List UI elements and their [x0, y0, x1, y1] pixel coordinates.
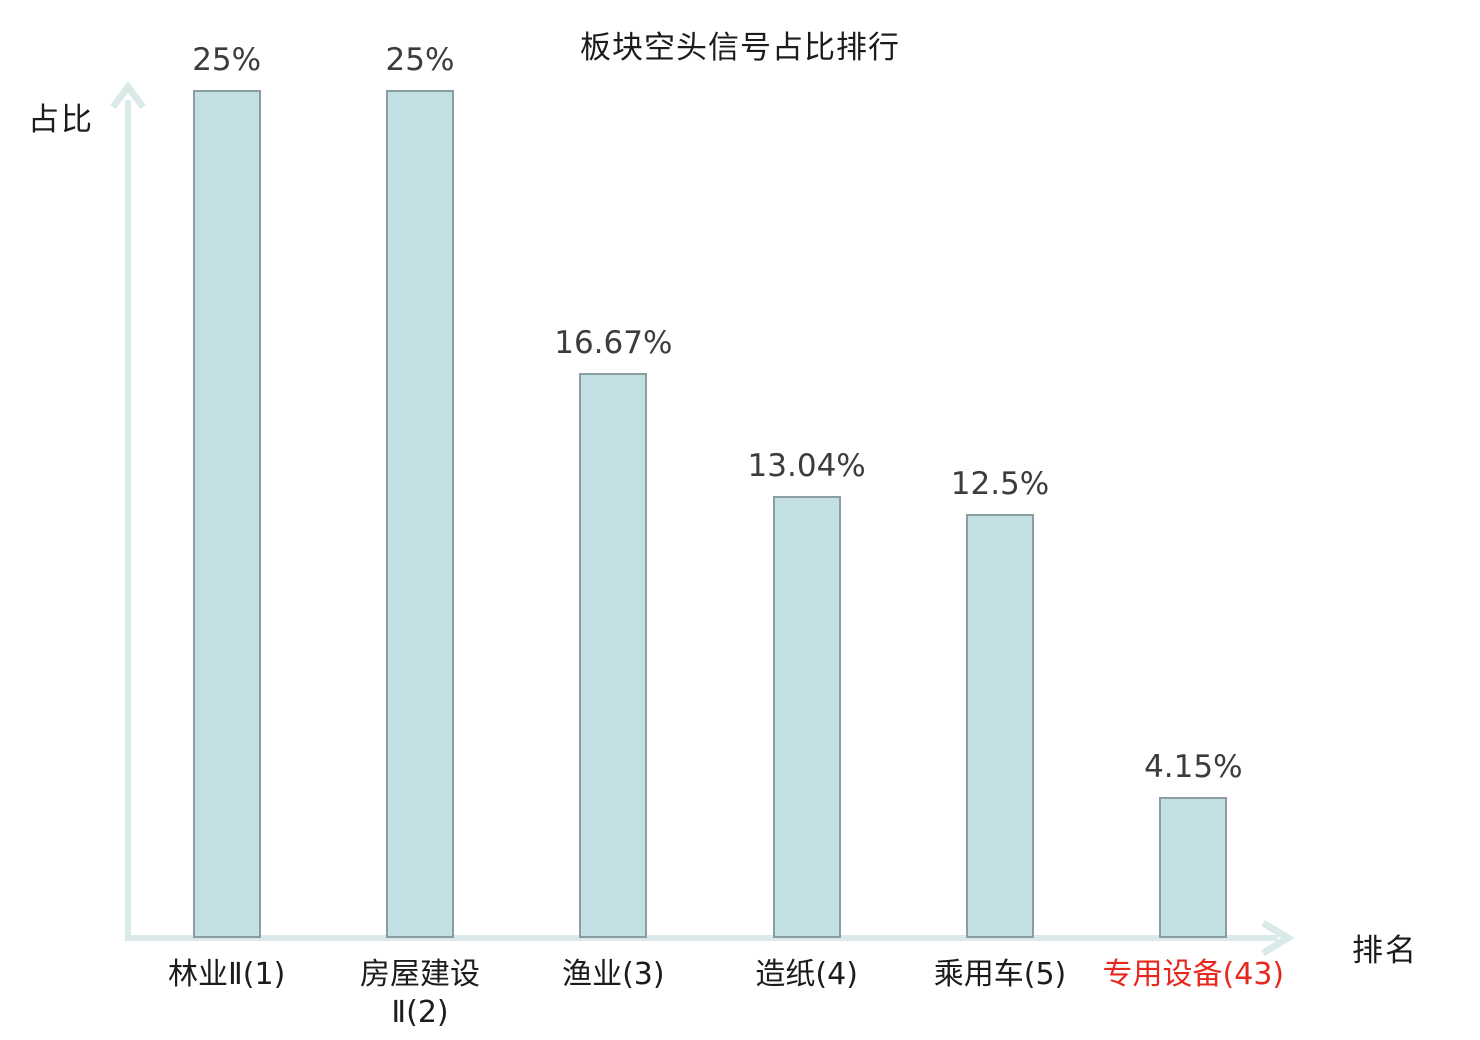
bar-category-label: 渔业(3)	[562, 957, 665, 992]
bar-value-label: 16.67%	[554, 324, 673, 361]
bar-value-label: 13.04%	[747, 447, 866, 484]
bar-value-label: 25%	[385, 42, 455, 78]
bar-value-label: 12.5%	[950, 466, 1050, 502]
x-axis-label: 排名	[1352, 933, 1418, 969]
bar-category-label: 专用设备(43)	[1102, 957, 1285, 992]
chart-title: 板块空头信号占比排行	[580, 30, 900, 66]
bar-value-label: 25%	[192, 42, 262, 78]
bar	[772, 495, 841, 938]
bar	[192, 90, 261, 938]
bar-category-label: 造纸(4)	[755, 957, 858, 992]
bar	[386, 90, 454, 938]
y-axis-label: 占比	[28, 102, 94, 138]
bar	[966, 514, 1034, 938]
bar-value-label: 4.15%	[1144, 749, 1243, 786]
bar	[1159, 797, 1228, 938]
y-axis-arrow-icon	[110, 81, 146, 110]
bar-category-label: 房屋建设 Ⅱ(2)	[360, 957, 480, 1030]
bar-category-label: 乘用车(5)	[933, 957, 1067, 992]
bar	[579, 372, 648, 938]
bar-category-label: 林业Ⅱ(1)	[168, 957, 286, 992]
x-axis-arrow-icon	[1261, 919, 1295, 957]
